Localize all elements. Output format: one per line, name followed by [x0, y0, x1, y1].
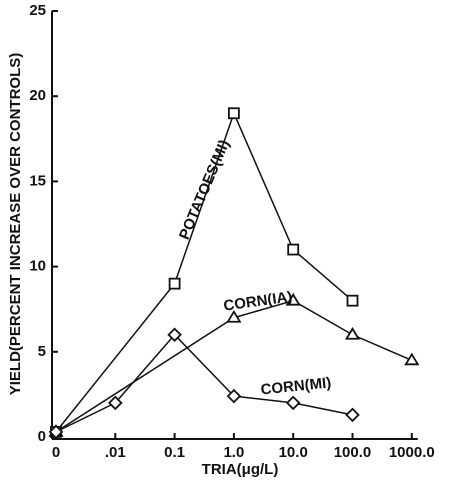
y-axis-title: YIELD(PERCENT INCREASE OVER CONTROLS): [7, 53, 24, 396]
diamond-marker: [226, 388, 242, 404]
x-tick-label: 100.0: [334, 444, 372, 461]
y-tick-label: 0: [38, 428, 46, 445]
diamond-marker: [108, 395, 123, 411]
square-marker: [227, 107, 240, 120]
square-marker: [287, 243, 300, 256]
diamond-marker: [285, 395, 301, 411]
x-tick-label: 0.1: [164, 444, 185, 461]
diamond-marker: [167, 327, 182, 343]
triangle-marker: [226, 309, 242, 323]
x-axis-title: TRIA(μg/L): [202, 461, 279, 478]
triangle-marker: [285, 292, 301, 306]
x-tick-label: 0: [52, 444, 60, 461]
square-marker: [346, 294, 359, 307]
x-tick-label: 1.0: [223, 444, 244, 461]
y-tick-label: 20: [29, 87, 46, 104]
y-tick-label: 25: [29, 2, 46, 19]
diamond-marker: [345, 407, 360, 423]
triangle-marker: [404, 352, 420, 366]
x-tick-label: .01: [105, 444, 126, 461]
triangle-marker: [344, 327, 361, 340]
series-line: [55, 333, 353, 433]
x-tick-label: 10.0: [279, 444, 308, 461]
series-label: CORN(MI): [260, 374, 332, 398]
y-tick-label: 5: [38, 343, 46, 360]
y-tick-label: 10: [29, 258, 46, 275]
y-tick-label: 15: [29, 172, 46, 189]
series-label: POTATOES(MI): [176, 137, 233, 242]
x-tick-label: 1000.0: [389, 444, 435, 461]
diamond-marker: [48, 424, 64, 440]
square-marker: [168, 277, 181, 290]
